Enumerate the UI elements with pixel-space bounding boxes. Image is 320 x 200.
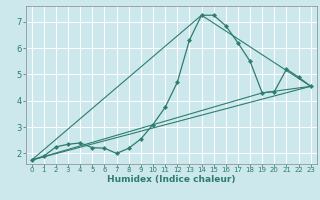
X-axis label: Humidex (Indice chaleur): Humidex (Indice chaleur) bbox=[107, 175, 236, 184]
